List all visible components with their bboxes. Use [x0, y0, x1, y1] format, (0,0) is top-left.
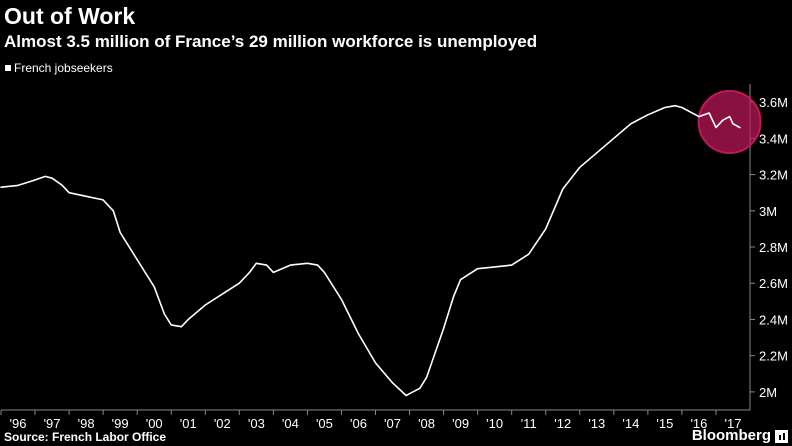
x-tick-label: '05	[316, 416, 333, 431]
y-tick-label: 3.6M	[759, 95, 788, 110]
x-tick-label: '14	[622, 416, 639, 431]
y-tick-label: 2M	[759, 385, 777, 400]
highlight-circle	[697, 90, 762, 155]
y-tick-label: 3.4M	[759, 131, 788, 146]
x-tick-label: '04	[282, 416, 299, 431]
source-note: Source: French Labor Office	[4, 430, 167, 444]
chart-subtitle: Almost 3.5 million of France’s 29 millio…	[4, 32, 538, 51]
x-tick-label: '98	[78, 416, 95, 431]
legend-swatch	[5, 65, 11, 71]
brand-name: Bloomberg	[691, 427, 771, 444]
legend-label: French jobseekers	[14, 61, 113, 75]
x-tick-label: '15	[656, 416, 673, 431]
series-line-french-jobseekers	[0, 104, 741, 397]
x-tick-label: '02	[214, 416, 231, 431]
x-tick-label: '11	[521, 416, 537, 431]
x-tick-label: '03	[248, 416, 265, 431]
x-tick-label: '01	[180, 416, 197, 431]
y-tick-label: 2.4M	[759, 312, 788, 327]
y-tick-label: 2.6M	[759, 276, 788, 291]
chart-legend: French jobseekers	[5, 60, 113, 76]
x-tick-label: '99	[112, 416, 129, 431]
x-tick-label: '09	[452, 416, 469, 431]
x-tick-label: '10	[486, 416, 503, 431]
chart-title: Out of Work	[4, 3, 136, 29]
x-tick-label: '08	[418, 416, 435, 431]
brand-logo: Bloomberg	[692, 427, 788, 445]
y-tick-label: 3M	[759, 204, 777, 219]
x-tick-label: '12	[554, 416, 571, 431]
x-tick-label: '00	[146, 416, 163, 431]
x-tick-label: '17	[725, 416, 742, 431]
x-tick-label: '06	[350, 416, 367, 431]
plot-area: 2M 2.2M 2.4M 2.6M 2.8M 3M 3.2M 3.4M 3.6M '96 '97 '9…	[0, 84, 788, 431]
y-tick-label: 2.8M	[759, 240, 788, 255]
y-tick-label: 2.2M	[759, 349, 788, 364]
bar-chart-icon	[775, 429, 788, 443]
x-tick-label: '13	[588, 416, 605, 431]
x-tick-label: '16	[690, 416, 707, 431]
x-tick-label: '96	[10, 416, 27, 431]
y-tick-label: 3.2M	[759, 168, 788, 183]
x-tick-label: '07	[384, 416, 401, 431]
x-tick-label: '97	[44, 416, 61, 431]
